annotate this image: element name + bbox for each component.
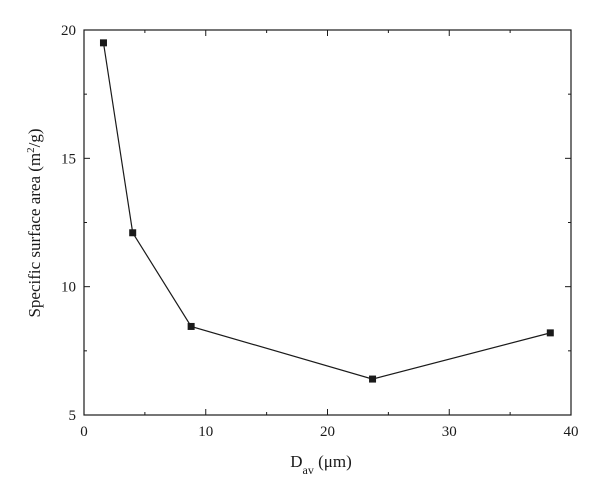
data-points [99,39,554,383]
data-point [369,375,377,383]
x-axis-label: Dav (μm) [290,452,352,477]
x-axis-label-unit: (μm) [314,452,352,471]
y-axis-label-sup: 2 [25,147,37,153]
plot-frame [83,29,572,416]
y-axis-ticks: 5 10 15 20 [61,23,571,424]
y-tick-label: 10 [61,280,76,296]
x-axis-label-main: D [290,452,302,471]
data-point [546,329,554,337]
data-point [99,39,107,47]
y-axis-label: Specific surface area (m2/g) [25,128,44,317]
y-tick-label: 5 [69,408,77,424]
x-tick-label: 30 [442,424,457,440]
x-tick-label: 10 [198,424,213,440]
x-tick-label: 20 [320,424,335,440]
x-tick-label: 40 [564,424,579,440]
y-axis-label-unit: /g) [25,128,44,147]
data-point [129,229,137,237]
x-axis-label-sub: av [303,463,314,477]
x-axis-ticks: 0 10 20 30 40 [80,30,579,440]
y-tick-label: 20 [61,23,76,39]
x-tick-label: 0 [80,424,88,440]
data-point [187,322,195,330]
series-line [102,42,551,380]
y-axis-label-main: Specific surface area (m [25,153,44,318]
y-tick-label: 15 [61,151,76,167]
